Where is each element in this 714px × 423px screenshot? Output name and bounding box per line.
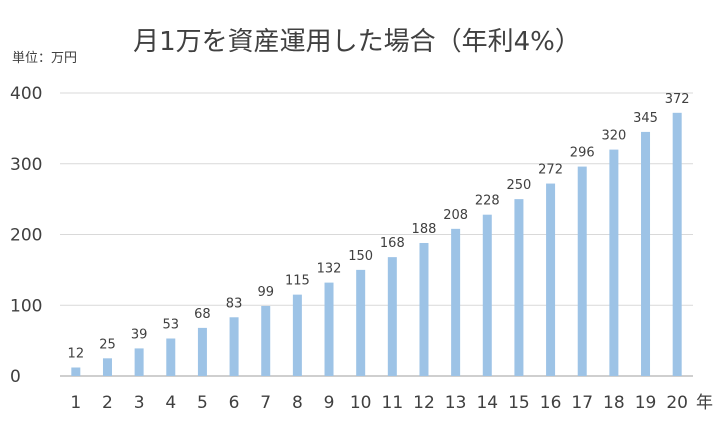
- x-tick-label: 2: [102, 393, 113, 413]
- gridlines: [60, 92, 693, 377]
- y-tick-label: 0: [10, 367, 21, 387]
- data-labels: 12 25 39 53 68 83 99 115 132 150 168 188 208 228 250 27…: [68, 92, 690, 362]
- data-label: 250: [507, 178, 532, 193]
- data-label: 99: [257, 285, 274, 300]
- x-tick-label: 20: [666, 393, 688, 413]
- x-unit-label: 年: [696, 393, 713, 413]
- data-label: 208: [443, 208, 468, 223]
- y-tick-label: 200: [10, 226, 42, 246]
- data-label: 53: [163, 318, 180, 333]
- x-tick-label: 7: [260, 393, 271, 413]
- data-label: 150: [348, 249, 373, 264]
- bar: [197, 327, 207, 376]
- data-label: 39: [131, 327, 148, 342]
- data-label: 372: [665, 92, 690, 107]
- x-tick-label: 11: [382, 393, 404, 413]
- bar: [546, 183, 556, 376]
- data-label: 296: [570, 146, 595, 161]
- x-tick-label: 17: [571, 393, 593, 413]
- bar: [641, 131, 651, 376]
- x-tick-label: 16: [540, 393, 562, 413]
- data-label: 115: [285, 274, 310, 289]
- bar: [672, 112, 682, 376]
- x-tick-label: 19: [635, 393, 657, 413]
- data-label: 228: [475, 194, 500, 209]
- bar: [292, 294, 302, 376]
- bar: [482, 214, 492, 376]
- bar: [71, 367, 81, 376]
- x-tick-label: 18: [603, 393, 625, 413]
- bar: [419, 242, 429, 376]
- bar: [609, 149, 619, 376]
- bar: [324, 282, 334, 376]
- x-tick-label: 10: [350, 393, 372, 413]
- y-tick-label: 300: [10, 155, 42, 175]
- bar: [577, 166, 587, 376]
- unit-label: 単位：万円: [12, 50, 77, 66]
- bar: [166, 338, 176, 376]
- bar: [387, 257, 397, 376]
- x-tick-label: 12: [413, 393, 435, 413]
- x-tick-label: 14: [476, 393, 498, 413]
- bar: [451, 228, 461, 376]
- x-tick-label: 3: [134, 393, 145, 413]
- x-tick-label: 15: [508, 393, 530, 413]
- bar: [514, 199, 524, 376]
- x-tick-label: 8: [292, 393, 303, 413]
- x-tick-label: 1: [70, 393, 81, 413]
- data-label: 83: [226, 296, 243, 311]
- data-label: 68: [194, 307, 211, 322]
- data-label: 272: [538, 163, 563, 178]
- x-tick-label: 13: [445, 393, 467, 413]
- data-label: 345: [633, 111, 658, 126]
- data-label: 12: [68, 347, 85, 362]
- x-tick-label: 5: [197, 393, 208, 413]
- bar: [261, 305, 271, 376]
- data-label: 168: [380, 236, 405, 251]
- x-tick-label: 6: [229, 393, 240, 413]
- y-tick-label: 100: [10, 296, 42, 316]
- x-axis: 1 2 3 4 5 6 7 8 9 10 11 12 13 14 15 16 17 18 19 20: [70, 393, 688, 413]
- bar: [134, 348, 144, 376]
- data-label: 188: [412, 222, 437, 237]
- x-tick-label: 4: [165, 393, 176, 413]
- bar: [102, 358, 112, 376]
- data-label: 25: [99, 337, 116, 352]
- y-axis: 0 100 200 300 400: [10, 84, 42, 387]
- data-label: 132: [317, 262, 342, 277]
- y-tick-label: 400: [10, 84, 42, 104]
- x-tick-label: 9: [324, 393, 335, 413]
- bar: [229, 317, 239, 376]
- bar: [356, 269, 366, 376]
- data-label: 320: [601, 129, 626, 144]
- chart-title: 月1万を資産運用した場合（年利4%）: [133, 27, 581, 57]
- bars: [71, 112, 682, 376]
